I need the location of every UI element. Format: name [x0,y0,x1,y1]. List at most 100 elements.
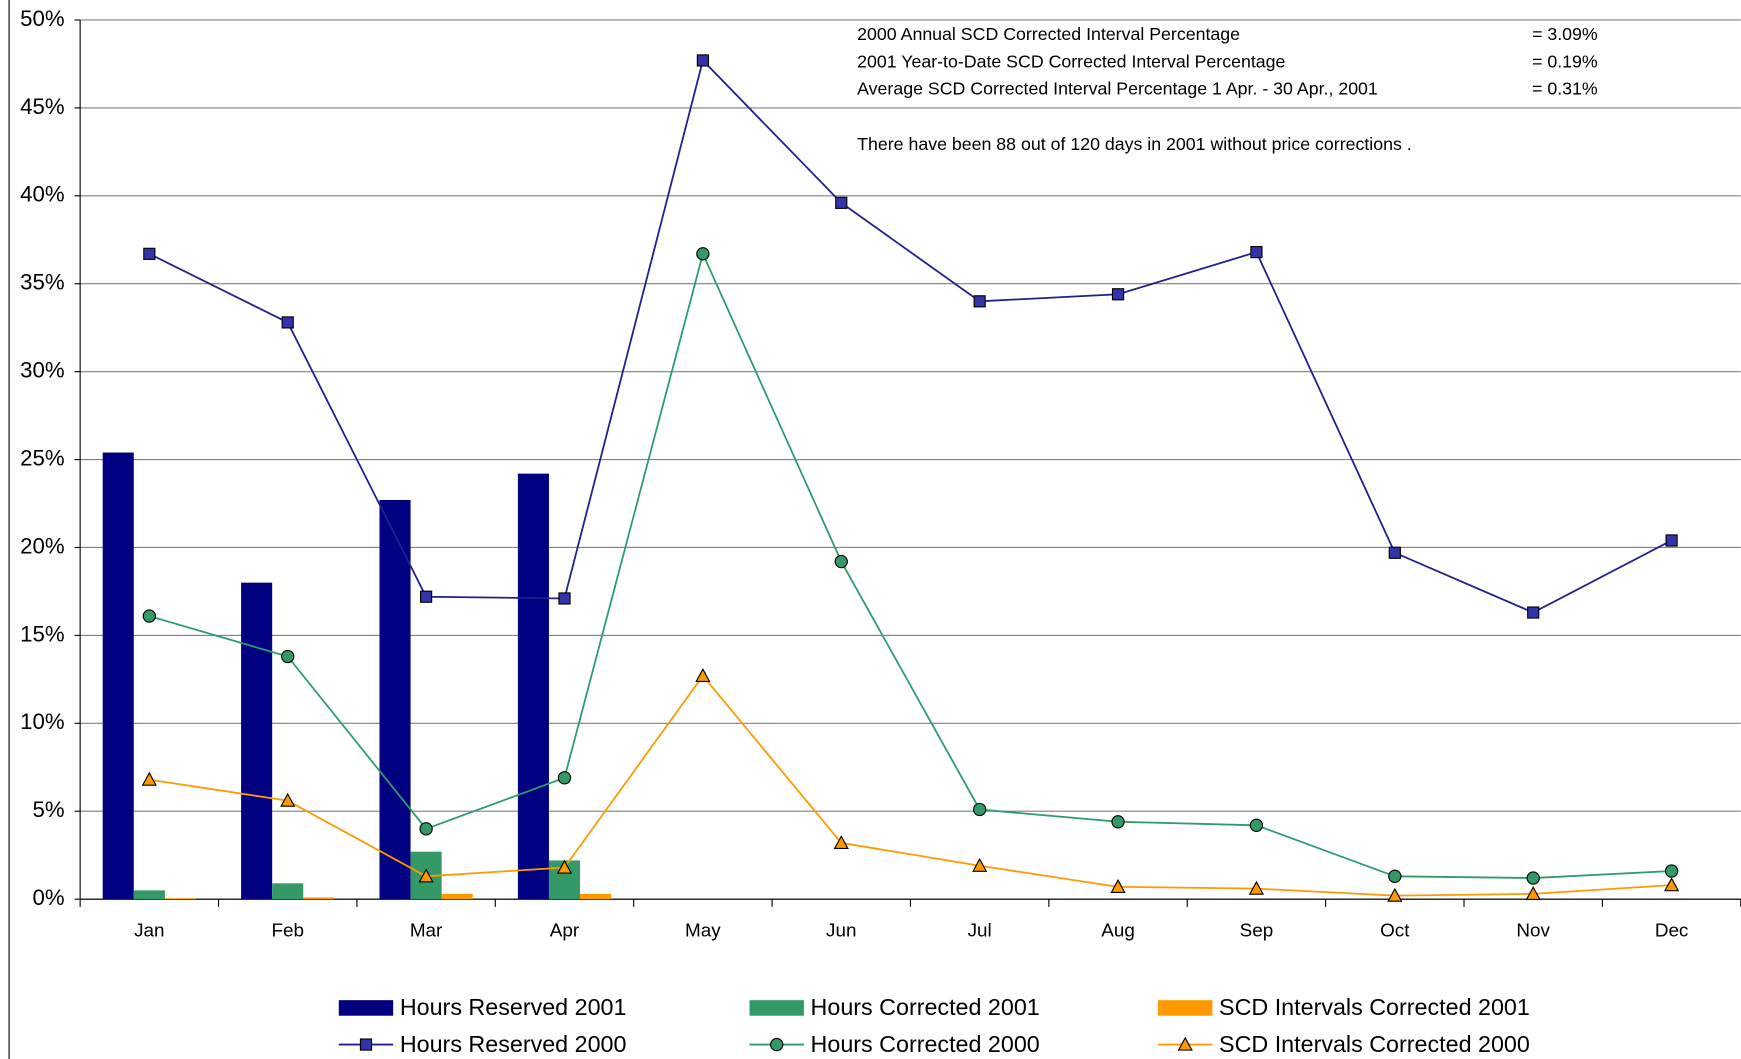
legend-label: Hours Reserved 2001 [400,994,627,1020]
legend-label: SCD Intervals Corrected 2001 [1219,994,1530,1020]
y-tick-label: 20% [20,533,64,558]
series-line [141,668,1680,902]
x-tick-label: Mar [410,919,442,940]
series-line [143,54,1678,619]
marker [556,859,573,874]
annotation: Average SCD Corrected Interval Percentag… [857,79,1378,99]
bar [303,897,335,900]
x-tick-label: Feb [271,919,304,940]
y-tick-label: 25% [20,445,64,470]
y-tick-label: 0% [33,885,65,910]
y-tick-label: 15% [20,621,64,646]
x-tick-label: Aug [1101,919,1135,940]
x-tick-label: Jun [826,919,856,940]
marker [973,295,986,308]
legend-swatch [338,1000,394,1016]
line [148,58,1673,614]
x-tick-label: Dec [1655,919,1689,940]
bar [164,898,196,900]
legend-item: Hours Corrected 2001 [749,994,1040,1020]
line [149,674,1672,897]
marker [281,649,295,664]
legend-item: SCD Intervals Corrected 2000 [1158,1031,1530,1057]
y-tick-label: 45% [20,94,64,119]
marker [557,771,572,785]
series-line [142,247,1679,885]
marker [972,802,987,817]
y-tick-label: 10% [20,709,64,734]
marker [1111,288,1125,301]
marker [1387,887,1403,902]
y-tick-label: 40% [20,182,64,207]
y-tick-label: 35% [20,270,64,295]
x-tick-label: Jan [134,919,164,940]
bar [441,893,473,900]
y-tick-label: 50% [20,6,64,31]
marker [1250,245,1263,259]
x-tick-label: Jul [968,919,992,940]
x-tick-label: Sep [1240,919,1274,940]
marker [972,857,988,872]
marker [695,668,711,682]
bar [580,893,612,900]
legend-swatch [1158,1000,1213,1016]
x-tick-label: May [685,919,721,940]
marker [1665,534,1678,547]
marker [696,247,710,261]
bar [517,473,549,900]
legend-label: SCD Intervals Corrected 2000 [1219,1031,1530,1057]
marker [1526,871,1540,885]
x-tick-label: Apr [550,919,579,940]
marker [142,609,156,623]
marker [1248,880,1265,895]
bar [102,452,134,900]
marker [1527,606,1540,619]
marker [281,316,294,329]
legend-item: Hours Reserved 2001 [338,994,627,1020]
bar [133,890,165,900]
annotation: 2001 Year-to-Date SCD Corrected Interval… [857,51,1285,71]
legend-marker [359,1038,373,1051]
line [149,251,1672,879]
marker [419,822,433,836]
annotation-value: = 3.09% [1532,24,1598,44]
legend-label: Hours Corrected 2001 [811,994,1040,1020]
legend-item: SCD Intervals Corrected 2001 [1158,994,1530,1020]
legend-swatch [749,1000,804,1016]
marker [833,835,849,849]
legend-label: Hours Reserved 2000 [400,1031,627,1057]
marker [418,868,434,883]
marker [1388,546,1401,559]
marker [1249,818,1264,832]
marker [696,54,709,67]
legend-label: Hours Corrected 2000 [811,1031,1040,1057]
y-tick-label: 30% [20,358,64,383]
annotation: 2000 Annual SCD Corrected Interval Perce… [857,24,1240,44]
x-tick-label: Nov [1516,919,1550,940]
marker [141,771,157,786]
bar [241,582,273,900]
legend-item: Hours Corrected 2000 [749,1031,1040,1057]
marker [419,590,433,603]
annotation-value: = 0.31% [1532,79,1598,99]
bar [379,500,411,900]
legend-marker [1177,1036,1193,1051]
marker [834,554,848,569]
marker [558,592,571,605]
bar [272,883,304,900]
marker [1525,886,1541,900]
marker [1110,879,1126,893]
marker [1388,869,1402,883]
annotation-value: = 0.19% [1532,51,1598,71]
marker [1664,864,1679,878]
marker [143,247,156,260]
y-tick-label: 5% [33,797,65,822]
marker [835,196,848,209]
marker [280,792,296,807]
legend-item: Hours Reserved 2000 [338,1031,627,1057]
marker [1111,815,1125,829]
annotation-note: There have been 88 out of 120 days in 20… [857,134,1412,154]
legend-marker [770,1037,784,1052]
